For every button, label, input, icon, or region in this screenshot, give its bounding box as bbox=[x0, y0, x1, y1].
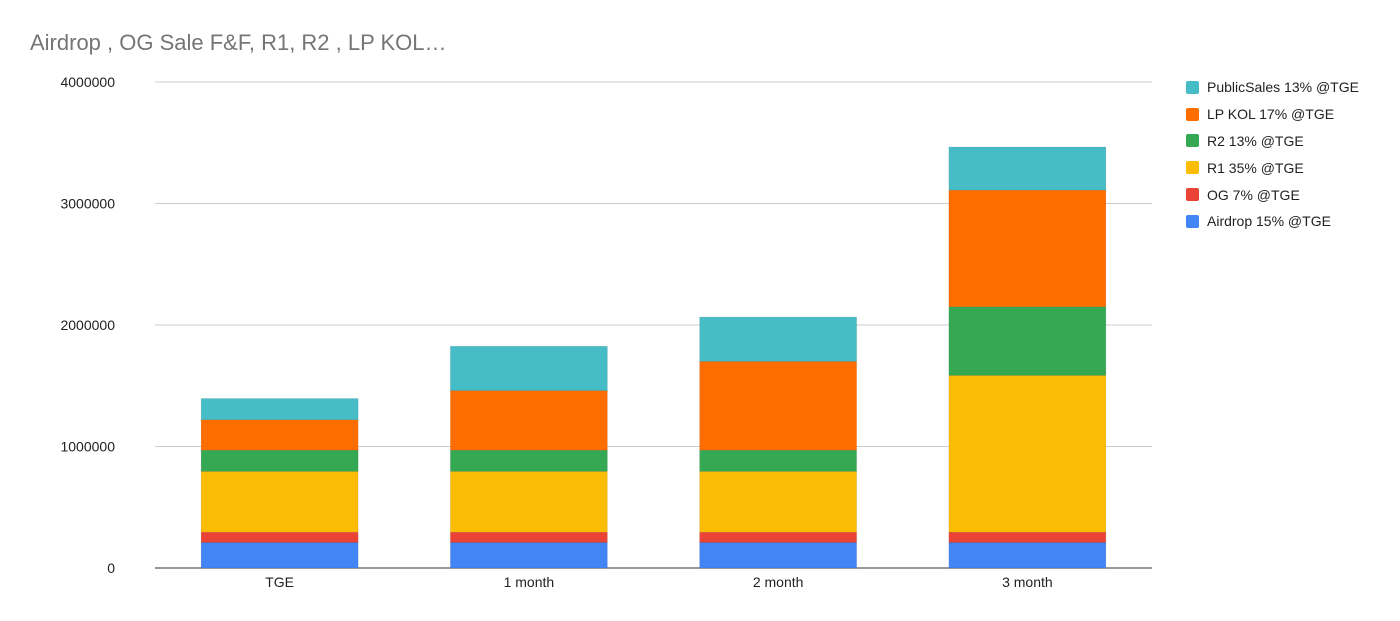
y-tick-label: 0 bbox=[107, 560, 115, 576]
legend-swatch bbox=[1186, 188, 1199, 202]
legend-item: LP KOL 17% @TGE bbox=[1186, 101, 1359, 128]
bar-segment bbox=[699, 531, 857, 543]
x-tick-label: 3 month bbox=[1002, 574, 1053, 590]
bar-segment bbox=[948, 375, 1107, 533]
bar-segment bbox=[699, 542, 857, 569]
legend-item: OG 7% @TGE bbox=[1186, 181, 1359, 208]
y-tick-label: 4000000 bbox=[60, 74, 115, 90]
legend-swatch bbox=[1186, 214, 1199, 228]
y-tick-label: 1000000 bbox=[60, 439, 115, 455]
legend-label: R2 13% @TGE bbox=[1207, 132, 1304, 149]
legend-label: Airdrop 15% @TGE bbox=[1207, 213, 1331, 230]
bar-segment bbox=[450, 390, 608, 451]
legend-label: PublicSales 13% @TGE bbox=[1207, 79, 1359, 96]
x-tick-label: TGE bbox=[265, 574, 294, 590]
bar-segment bbox=[948, 146, 1107, 191]
bar-segment bbox=[699, 361, 857, 451]
bar-segment bbox=[450, 542, 608, 569]
bar-segment bbox=[200, 531, 359, 543]
y-tick-label: 2000000 bbox=[60, 317, 115, 333]
legend-item: R1 35% @TGE bbox=[1186, 154, 1359, 181]
y-tick-label: 3000000 bbox=[60, 196, 115, 212]
legend-item: R2 13% @TGE bbox=[1186, 128, 1359, 155]
bar-segment bbox=[450, 531, 608, 543]
legend-swatch bbox=[1186, 107, 1199, 121]
legend-label: LP KOL 17% @TGE bbox=[1207, 106, 1335, 123]
bar-segment bbox=[948, 542, 1107, 569]
bar-segment bbox=[699, 316, 857, 362]
legend-label: OG 7% @TGE bbox=[1207, 186, 1300, 203]
x-tick-label: 2 month bbox=[753, 574, 804, 590]
bar-segment bbox=[200, 449, 359, 472]
bar-segment bbox=[200, 419, 359, 451]
bar-segment bbox=[200, 542, 359, 569]
legend-swatch bbox=[1186, 161, 1199, 175]
legend-label: R1 35% @TGE bbox=[1207, 159, 1304, 176]
bar-segment bbox=[948, 531, 1107, 543]
legend-swatch bbox=[1186, 80, 1199, 94]
bar-segment bbox=[200, 471, 359, 533]
bar-segment bbox=[948, 189, 1107, 308]
bar-segment bbox=[699, 471, 857, 533]
chart-title: Airdrop , OG Sale F&F, R1, R2 , LP KOL… bbox=[30, 30, 447, 55]
bar-segment bbox=[450, 471, 608, 533]
legend-swatch bbox=[1186, 134, 1199, 148]
legend-item: Airdrop 15% @TGE bbox=[1186, 208, 1359, 235]
bar-segment bbox=[200, 398, 359, 421]
x-tick-label: 1 month bbox=[504, 574, 555, 590]
legend-item: PublicSales 13% @TGE bbox=[1186, 74, 1359, 101]
bar-segment bbox=[450, 449, 608, 472]
legend: PublicSales 13% @TGE LP KOL 17% @TGE R2 13… bbox=[1186, 74, 1359, 235]
bar-segment bbox=[948, 306, 1107, 376]
bar-segment bbox=[699, 449, 857, 472]
bar-segment bbox=[450, 345, 608, 391]
